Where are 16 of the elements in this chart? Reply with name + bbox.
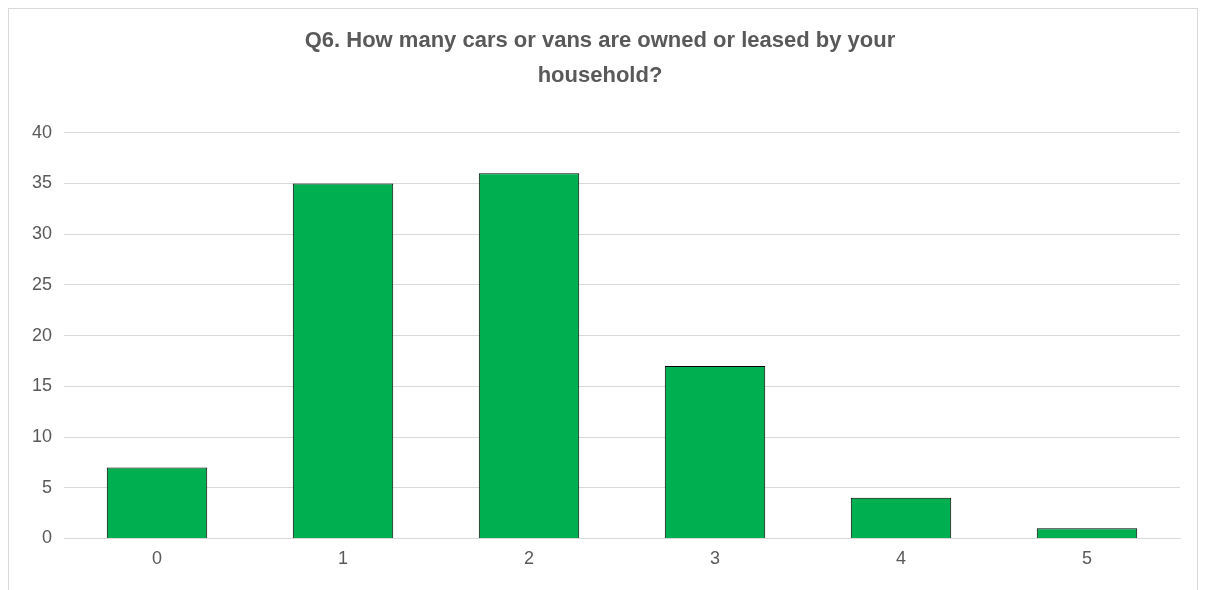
x-tick-label: 2 [524,548,535,569]
x-tick-label: 4 [896,548,907,569]
y-tick-label: 40 [31,121,53,142]
x-tick-label: 3 [710,548,721,569]
y-tick-label: 35 [31,172,53,193]
chart-title: Q6. How many cars or vans are owned or leased by your household? [303,26,897,89]
y-tick-label: 25 [31,273,53,294]
x-tick-label: 5 [1081,548,1093,569]
y-tick-label: 0 [42,527,53,548]
y-tick-label: 20 [31,324,53,345]
y-tick-label: 15 [31,375,53,396]
y-tick-label: 5 [42,476,53,497]
x-tick-label: 0 [152,548,163,569]
y-tick-label: 30 [31,223,53,244]
y-tick-label: 10 [31,425,53,446]
x-tick-label: 1 [338,548,349,569]
